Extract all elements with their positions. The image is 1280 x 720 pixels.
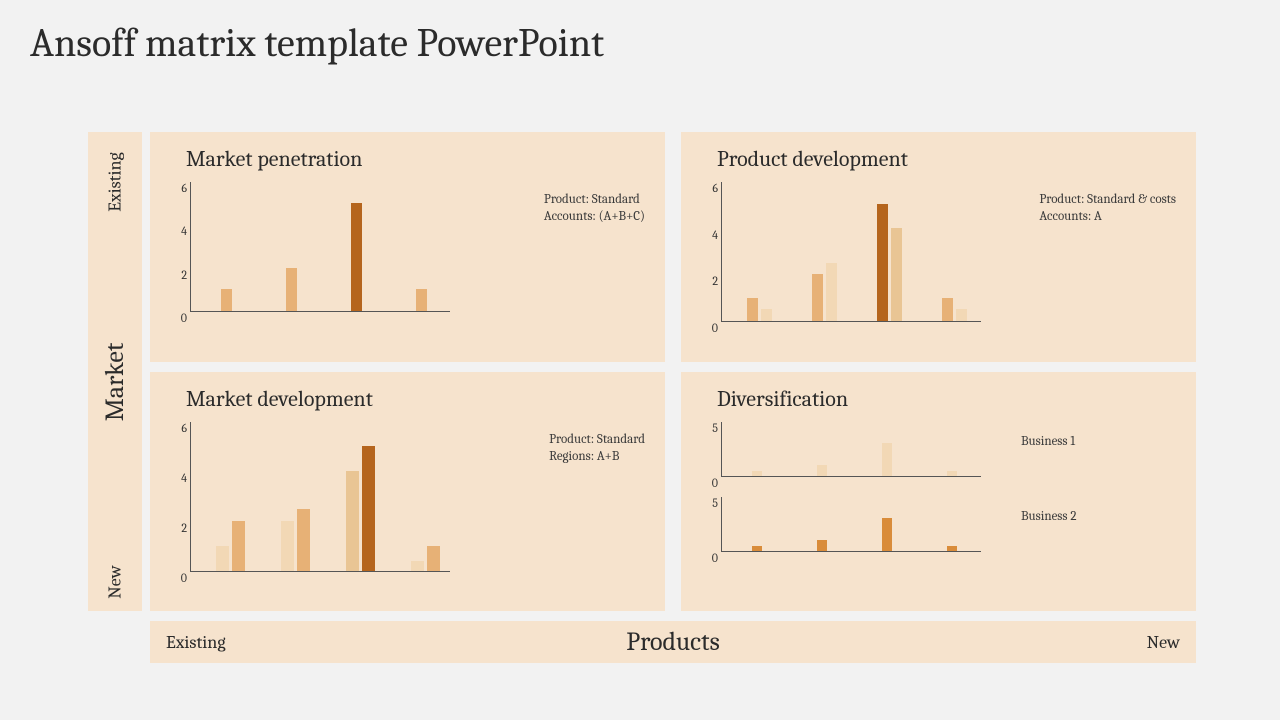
bar xyxy=(427,546,440,571)
bar xyxy=(817,540,827,551)
bar xyxy=(411,561,424,571)
products-axis-label: Products xyxy=(626,627,720,657)
bar xyxy=(216,546,229,571)
bar xyxy=(752,471,762,477)
bar xyxy=(747,298,758,321)
bar xyxy=(281,521,294,571)
y-tick: 0 xyxy=(698,551,718,565)
sub-chart-label: Business 1 xyxy=(1021,434,1075,449)
market-axis-label: Market xyxy=(100,343,130,422)
y-tick: 0 xyxy=(698,476,718,490)
bar xyxy=(826,263,837,321)
market-axis-new: New xyxy=(105,565,126,598)
quadrant-title: Diversification xyxy=(717,386,1176,412)
products-axis-existing: Existing xyxy=(166,632,226,653)
bar xyxy=(812,274,823,321)
y-tick: 4 xyxy=(167,224,187,238)
bar xyxy=(882,518,892,551)
chart-market-penetration: 0246 xyxy=(190,182,645,312)
y-tick: 5 xyxy=(698,421,718,435)
bar xyxy=(942,298,953,321)
y-tick: 0 xyxy=(167,311,187,325)
y-tick: 5 xyxy=(698,496,718,510)
bar xyxy=(817,465,827,476)
bar xyxy=(761,309,772,321)
y-tick: 2 xyxy=(167,521,187,535)
quadrant-product-development: Product development Product: Standard & … xyxy=(681,132,1196,362)
slide-title: Ansoff matrix template PowerPoint xyxy=(0,0,1280,66)
y-tick: 6 xyxy=(167,421,187,435)
chart-diversification: 05Business 105Business 2 xyxy=(721,422,1176,552)
quadrant-title: Product development xyxy=(717,146,1176,172)
y-tick: 4 xyxy=(698,228,718,242)
ansoff-grid: Existing Market New Market penetration P… xyxy=(88,132,1196,611)
products-axis-panel: Existing Products New xyxy=(150,621,1196,663)
quadrant-diversification: Diversification 05Business 105Business 2 xyxy=(681,372,1196,611)
y-tick: 2 xyxy=(698,274,718,288)
quadrant-market-development: Market development Product: Standard Reg… xyxy=(150,372,665,611)
y-tick: 2 xyxy=(167,268,187,282)
bar xyxy=(346,471,359,571)
y-tick: 4 xyxy=(167,471,187,485)
bar xyxy=(297,509,310,572)
bar xyxy=(947,546,957,552)
bar xyxy=(891,228,902,321)
bar xyxy=(882,443,892,476)
y-tick: 6 xyxy=(698,181,718,195)
market-axis-panel: Existing Market New xyxy=(88,132,142,611)
sub-chart-label: Business 2 xyxy=(1021,509,1077,524)
bar xyxy=(877,204,888,321)
y-tick: 6 xyxy=(167,181,187,195)
bar xyxy=(947,471,957,477)
products-axis-new: New xyxy=(1147,632,1180,653)
bar xyxy=(752,546,762,552)
bar xyxy=(351,203,362,311)
market-axis-existing: Existing xyxy=(105,152,126,212)
bar xyxy=(232,521,245,571)
bar xyxy=(221,289,232,311)
quadrant-title: Market penetration xyxy=(186,146,645,172)
y-tick: 0 xyxy=(167,571,187,585)
bar xyxy=(956,309,967,321)
quadrant-title: Market development xyxy=(186,386,645,412)
quadrant-market-penetration: Market penetration Product: Standard Acc… xyxy=(150,132,665,362)
y-tick: 0 xyxy=(698,321,718,335)
chart-product-development: 0246 xyxy=(721,182,1176,322)
bar xyxy=(362,446,375,571)
bar xyxy=(416,289,427,311)
bar xyxy=(286,268,297,311)
chart-market-development: 0246 xyxy=(190,422,645,572)
